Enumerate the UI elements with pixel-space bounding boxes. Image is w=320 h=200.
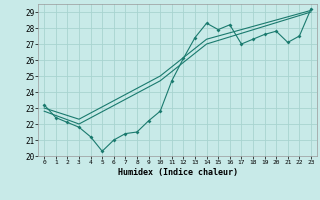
X-axis label: Humidex (Indice chaleur): Humidex (Indice chaleur)	[118, 168, 238, 177]
